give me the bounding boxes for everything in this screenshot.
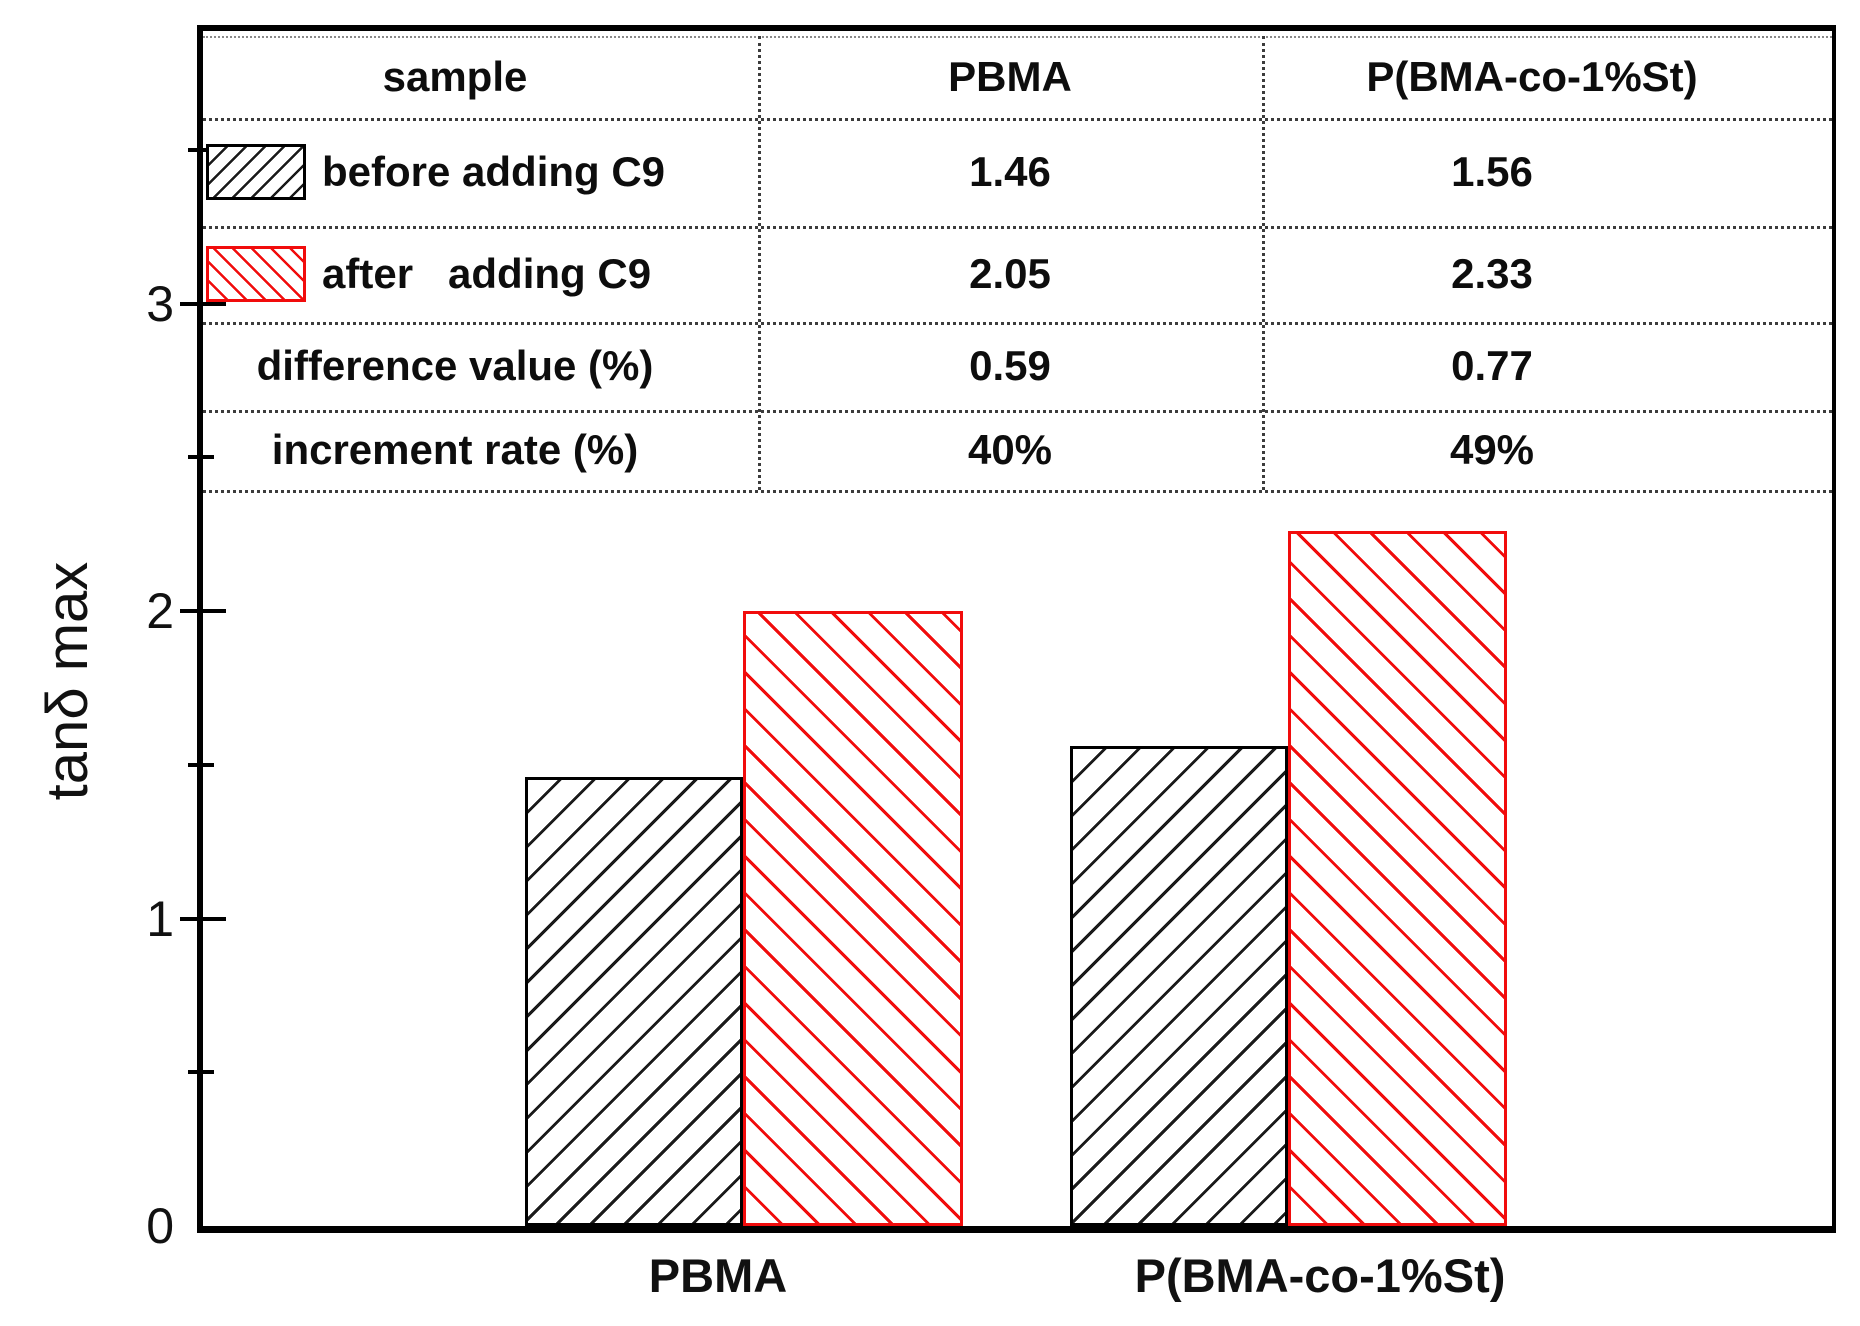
table-rule-3 (203, 322, 1832, 325)
value-after-pbmast: 2.33 (1451, 250, 1533, 297)
y-tick-label-0: 0 (146, 1198, 174, 1254)
value-increment-pbmast: 49% (1449, 426, 1535, 473)
y-tick-label-1: 1 (146, 891, 174, 947)
value-before-pbma: 1.46 (969, 148, 1051, 195)
legend-swatch-before-hatch (206, 144, 306, 200)
x-tick-label-pbma: PBMA (648, 1249, 788, 1302)
legend-row-after: after adding C9 (206, 226, 766, 322)
major-tick (180, 917, 226, 921)
value-increment-pbma: 40% (967, 426, 1053, 473)
value-before-pbmast: 1.56 (1451, 148, 1533, 195)
major-tick (180, 609, 226, 613)
table-header-pbmast: P(BMA-co-1%St) (1366, 52, 1698, 100)
table-rule-2 (203, 226, 1832, 229)
minor-tick (188, 148, 214, 152)
x-tick-label-pbmast: P(BMA-co-1%St) (1134, 1249, 1506, 1302)
table-column-rule-2 (1262, 36, 1265, 490)
minor-tick (188, 455, 214, 459)
row-label-increment: increment rate (%) (271, 426, 639, 473)
legend-swatch-after-hatch (206, 246, 306, 302)
minor-tick (188, 763, 214, 767)
table-rule-bottom (203, 490, 1832, 493)
legend-row-before: before adding C9 (206, 118, 766, 226)
bar-before-pbma (525, 777, 743, 1226)
major-tick (180, 302, 226, 306)
legend-label-after: after adding C9 (322, 250, 652, 297)
value-difference-pbmast: 0.77 (1451, 342, 1533, 389)
table-header-sample: sample (382, 52, 528, 100)
y-tick-label-2: 2 (146, 583, 174, 639)
table-header-pbma: PBMA (948, 52, 1072, 100)
table-rule-top (203, 36, 1832, 38)
table-rule-1 (203, 118, 1832, 121)
row-label-difference: difference value (%) (256, 342, 654, 389)
y-axis-title: tanδ max (35, 561, 100, 801)
value-after-pbma: 2.05 (969, 250, 1051, 297)
minor-tick (188, 1070, 214, 1074)
bar-before-pbmast (1070, 746, 1288, 1226)
table-rule-4 (203, 410, 1832, 413)
y-tick-label-3: 3 (146, 276, 174, 332)
legend-label-before: before adding C9 (322, 148, 666, 195)
bar-after-pbma (743, 611, 963, 1226)
value-difference-pbma: 0.59 (969, 342, 1051, 389)
bar-after-pbmast (1288, 531, 1507, 1226)
table-column-rule-1 (758, 36, 761, 490)
